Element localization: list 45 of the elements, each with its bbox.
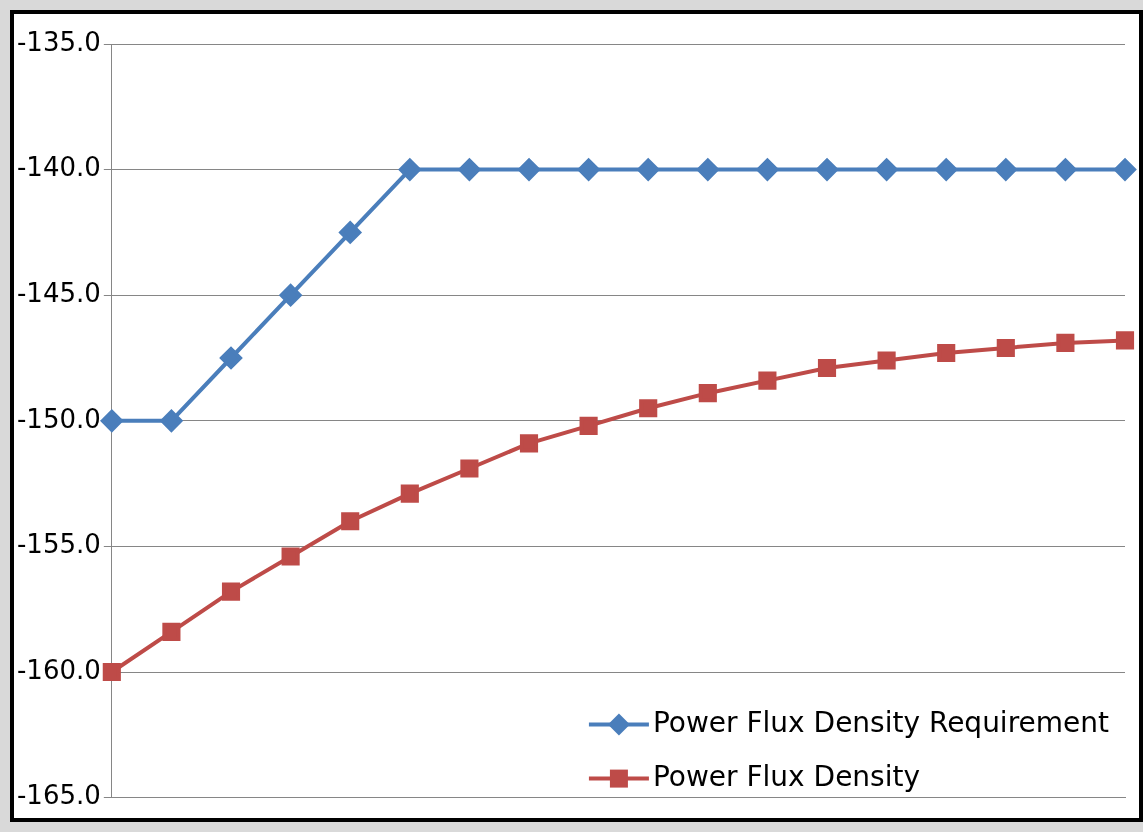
- point: [994, 158, 1017, 181]
- y-tick-label: -140.0: [16, 152, 101, 183]
- point: [162, 622, 181, 641]
- point: [160, 409, 183, 432]
- point: [639, 399, 658, 418]
- y-tick-label: -150.0: [16, 403, 101, 434]
- point: [279, 284, 302, 307]
- point: [579, 416, 598, 435]
- y-tick-label: -165.0: [16, 780, 101, 811]
- point: [1054, 158, 1077, 181]
- point: [339, 221, 362, 244]
- point: [1114, 158, 1136, 181]
- point: [221, 582, 241, 601]
- point: [637, 158, 660, 181]
- point: [460, 459, 479, 478]
- point: [937, 343, 956, 363]
- point: [756, 158, 779, 181]
- y-tick-label: -135.0: [16, 26, 101, 57]
- point: [816, 158, 838, 181]
- point: [100, 409, 123, 432]
- y-tick-label: -145.0: [16, 277, 101, 308]
- legend-label: Power Flux Density Requirement: [652, 705, 1110, 739]
- point: [458, 158, 481, 181]
- point: [935, 158, 958, 181]
- point: [696, 158, 719, 181]
- point: [220, 347, 243, 369]
- point: [102, 662, 121, 682]
- point: [1115, 331, 1135, 350]
- legend-label: Power Flux Density: [652, 759, 921, 793]
- y-tick-label: -155.0: [16, 529, 101, 560]
- point: [518, 158, 541, 181]
- point: [400, 484, 419, 503]
- point: [281, 547, 300, 566]
- point: [996, 338, 1015, 358]
- point: [817, 358, 837, 378]
- point: [341, 512, 360, 531]
- point: [698, 384, 717, 403]
- point: [1056, 333, 1075, 352]
- point: [519, 434, 539, 453]
- point: [758, 371, 777, 390]
- point: [577, 158, 600, 181]
- y-tick-label: -160.0: [16, 654, 101, 685]
- point: [398, 158, 421, 181]
- point: [877, 351, 896, 370]
- point: [875, 158, 898, 181]
